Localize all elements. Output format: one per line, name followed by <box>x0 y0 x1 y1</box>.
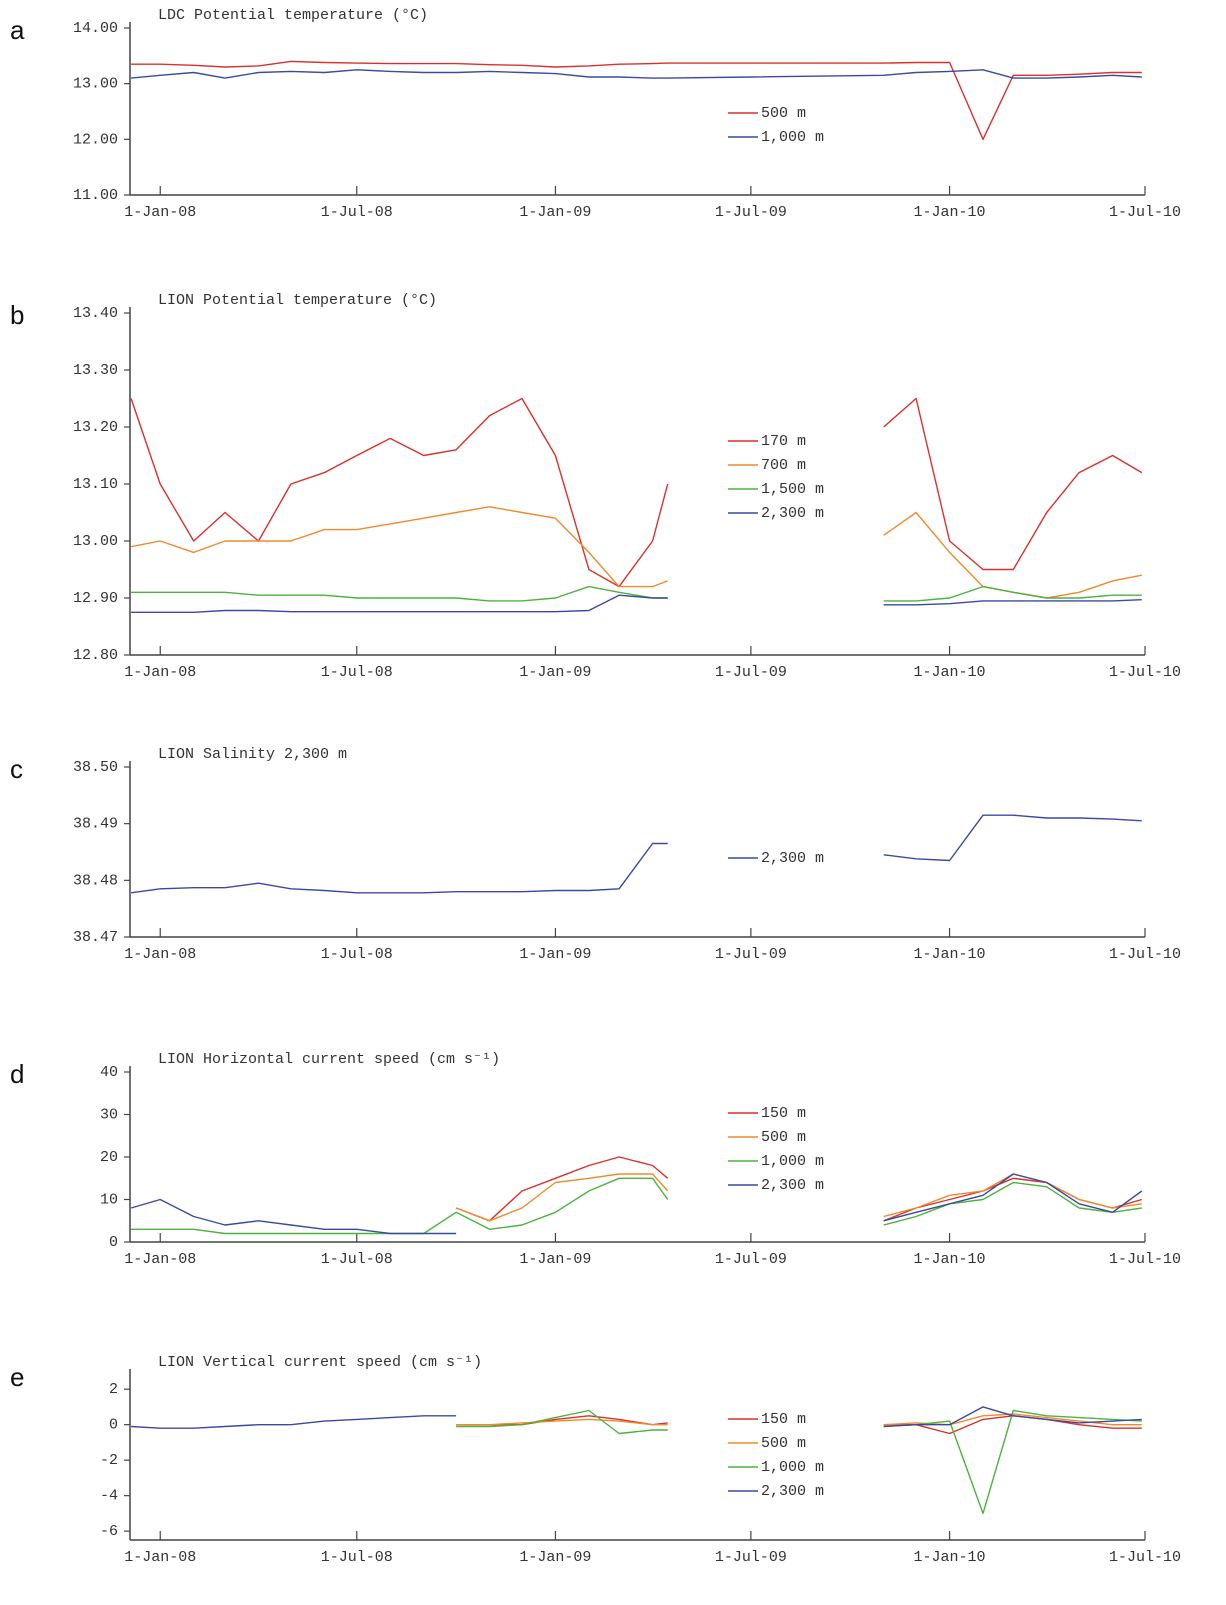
y-tick-label: 2 <box>109 1381 118 1398</box>
legend-label: 2,300 m <box>761 850 824 867</box>
x-tick-label: 1-Jul-08 <box>321 204 393 221</box>
x-tick-label: 1-Jul-09 <box>715 1549 787 1566</box>
y-tick-label: 13.10 <box>73 476 118 493</box>
x-tick-label: 1-Jan-10 <box>914 946 986 963</box>
y-tick-label: 30 <box>100 1106 118 1123</box>
x-tick-label: 1-Jan-09 <box>519 204 591 221</box>
y-tick-label: 11.00 <box>73 187 118 204</box>
y-tick-label: -6 <box>100 1523 118 1540</box>
x-tick-label: 1-Jul-08 <box>321 946 393 963</box>
x-tick-label: 1-Jul-08 <box>321 1549 393 1566</box>
legend-label: 170 m <box>761 433 806 450</box>
panel-label: d <box>10 1059 24 1089</box>
x-tick-label: 1-Jul-09 <box>715 1251 787 1268</box>
x-tick-label: 1-Jul-08 <box>321 1251 393 1268</box>
chart-title: LDC Potential temperature (°C) <box>158 7 428 24</box>
y-tick-label: 12.80 <box>73 647 118 664</box>
x-tick-label: 1-Jul-08 <box>321 664 393 681</box>
series-line <box>130 397 1143 588</box>
chart-title: LION Potential temperature (°C) <box>158 292 437 309</box>
x-tick-label: 1-Jan-10 <box>914 204 986 221</box>
legend-label: 700 m <box>761 457 806 474</box>
series-line <box>131 60 1142 140</box>
x-tick-label: 1-Jul-10 <box>1109 946 1181 963</box>
x-tick-label: 1-Jan-10 <box>914 664 986 681</box>
x-tick-label: 1-Jul-09 <box>715 664 787 681</box>
chart-title: LION Vertical current speed (cm s⁻¹) <box>158 1354 482 1371</box>
legend-label: 1,000 m <box>761 1459 824 1476</box>
legend-label: 2,300 m <box>761 1483 824 1500</box>
x-tick-label: 1-Jan-08 <box>124 1549 196 1566</box>
legend-label: 150 m <box>761 1105 806 1122</box>
x-tick-label: 1-Jan-10 <box>914 1251 986 1268</box>
legend-label: 1,000 m <box>761 1153 824 1170</box>
y-tick-label: 13.30 <box>73 362 118 379</box>
y-tick-label: 13.20 <box>73 419 118 436</box>
y-tick-label: 13.40 <box>73 305 118 322</box>
y-tick-label: 20 <box>100 1149 118 1166</box>
y-tick-label: 38.48 <box>73 872 118 889</box>
y-tick-label: 14.00 <box>73 20 118 37</box>
x-tick-label: 1-Jan-09 <box>519 664 591 681</box>
y-tick-label: -4 <box>100 1488 118 1505</box>
y-tick-label: 0 <box>109 1417 118 1434</box>
legend-label: 500 m <box>761 1129 806 1146</box>
panel-label: e <box>10 1362 24 1392</box>
x-tick-label: 1-Jul-10 <box>1109 204 1181 221</box>
y-tick-label: 13.00 <box>73 533 118 550</box>
x-tick-label: 1-Jan-10 <box>914 1549 986 1566</box>
legend-label: 150 m <box>761 1411 806 1428</box>
series-line <box>131 814 1142 894</box>
y-tick-label: 40 <box>100 1064 118 1081</box>
x-tick-label: 1-Jan-08 <box>124 1251 196 1268</box>
y-tick-label: -2 <box>100 1452 118 1469</box>
series-line <box>131 1406 1142 1429</box>
panel-label: a <box>10 15 25 45</box>
x-tick-label: 1-Jan-08 <box>124 946 196 963</box>
series-line <box>131 585 1142 602</box>
legend-label: 1,000 m <box>761 129 824 146</box>
series-line <box>130 1173 1143 1235</box>
x-tick-label: 1-Jul-10 <box>1109 664 1181 681</box>
y-tick-label: 38.49 <box>73 816 118 833</box>
y-tick-label: 13.00 <box>73 76 118 93</box>
y-tick-label: 12.90 <box>73 590 118 607</box>
x-tick-label: 1-Jul-09 <box>715 204 787 221</box>
x-tick-label: 1-Jan-09 <box>519 1251 591 1268</box>
y-tick-label: 38.47 <box>73 929 118 946</box>
x-tick-label: 1-Jan-09 <box>519 946 591 963</box>
y-tick-label: 0 <box>109 1234 118 1251</box>
series-line <box>131 69 1142 79</box>
chart-title: LION Horizontal current speed (cm s⁻¹) <box>158 1051 500 1068</box>
chart-title: LION Salinity 2,300 m <box>158 746 347 763</box>
legend-label: 500 m <box>761 105 806 122</box>
y-tick-label: 10 <box>100 1191 118 1208</box>
y-tick-label: 38.50 <box>73 759 118 776</box>
legend-label: 1,500 m <box>761 481 824 498</box>
legend-label: 2,300 m <box>761 1177 824 1194</box>
x-tick-label: 1-Jan-08 <box>124 204 196 221</box>
legend-label: 500 m <box>761 1435 806 1452</box>
series-line <box>131 594 1142 613</box>
legend-label: 2,300 m <box>761 505 824 522</box>
x-tick-label: 1-Jan-09 <box>519 1549 591 1566</box>
x-tick-label: 1-Jan-08 <box>124 664 196 681</box>
series-line <box>456 1409 1142 1515</box>
y-tick-label: 12.00 <box>73 131 118 148</box>
panel-label: b <box>10 300 24 330</box>
x-tick-label: 1-Jul-10 <box>1109 1251 1181 1268</box>
panel-label: c <box>10 754 23 784</box>
x-tick-label: 1-Jul-09 <box>715 946 787 963</box>
series-line <box>130 506 1142 599</box>
x-tick-label: 1-Jul-10 <box>1109 1549 1181 1566</box>
